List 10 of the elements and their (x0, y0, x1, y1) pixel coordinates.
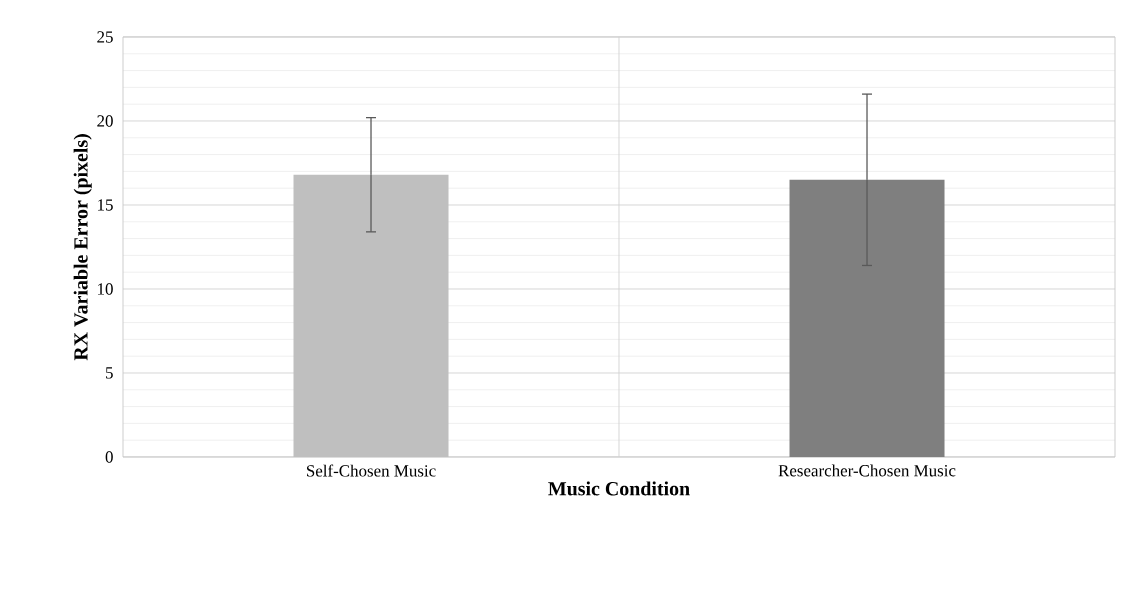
x-tick-label: Self-Chosen Music (307, 464, 436, 477)
y-tick-label: 10 (98, 283, 113, 295)
y-tick-label: 25 (97, 31, 113, 43)
y-tick-label: 15 (98, 199, 113, 211)
y-tick-label: 20 (97, 115, 113, 127)
x-tick-label: Researcher-Chosen Music (778, 464, 956, 477)
y-axis-title: RX Variable Error (pixels) (73, 134, 92, 361)
y-tick-label: 0 (105, 451, 113, 463)
y-tick-label: 5 (106, 367, 113, 379)
x-axis-title: Music Condition (548, 481, 690, 496)
